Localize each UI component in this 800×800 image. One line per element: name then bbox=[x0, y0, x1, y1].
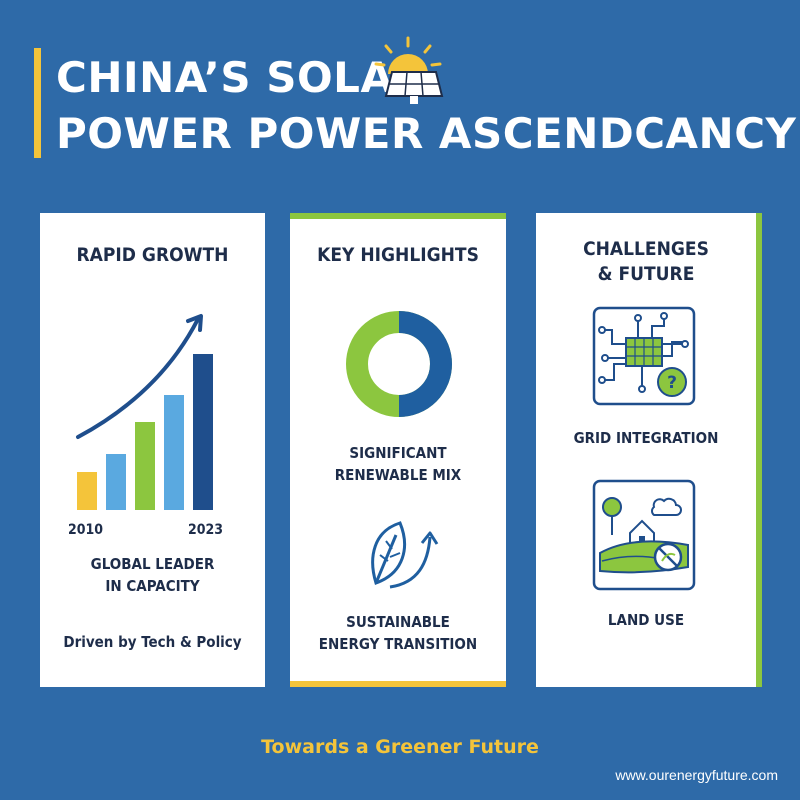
growth-caption: GLOBAL LEADER IN CAPACITY bbox=[40, 553, 265, 597]
title-line-2: POWER POWER ASCENDCANCY bbox=[56, 109, 797, 158]
renewable-mix-line-2: RENEWABLE MIX bbox=[334, 466, 462, 484]
rapid-growth-title: RAPID GROWTH bbox=[76, 244, 229, 266]
title-line-1: CHINA’S SOLAR bbox=[56, 53, 427, 102]
growth-end-label: 2023 bbox=[187, 522, 223, 538]
growth-bar-5 bbox=[193, 354, 213, 510]
renewable-mix-line-1: SIGNIFICANT bbox=[349, 444, 447, 462]
renewable-mix-caption: SIGNIFICANT RENEWABLE MIX bbox=[290, 442, 506, 486]
page-title: CHINA’S SOLAR POWER POWER ASCENDCANCY bbox=[56, 50, 796, 162]
growth-start-label: 2010 bbox=[68, 522, 104, 538]
challenges-title-line-1: CHALLENGES bbox=[583, 238, 709, 260]
land-use-icon bbox=[592, 479, 696, 591]
leaf-arrow-icon bbox=[371, 521, 439, 589]
challenges-title-line-2: & FUTURE bbox=[597, 263, 695, 285]
growth-footer: Driven by Tech & Policy bbox=[63, 633, 242, 651]
growth-caption-line-1: GLOBAL LEADER bbox=[90, 555, 215, 573]
growth-arrow-icon bbox=[76, 317, 200, 439]
key-highlights-card: KEY HIGHLIGHTS SIGNIFICANT RENEWABLE MIX… bbox=[290, 213, 506, 687]
sun-solar-panel-icon bbox=[374, 36, 444, 104]
footer-url-link[interactable]: www.ourenergyfuture.com bbox=[615, 767, 778, 783]
growth-bar-chart-icon bbox=[76, 314, 213, 510]
energy-transition-line-2: ENERGY TRANSITION bbox=[318, 635, 478, 653]
grid-circuit-icon: ? bbox=[592, 306, 696, 406]
key-highlights-title: KEY HIGHLIGHTS bbox=[317, 244, 479, 266]
energy-transition-line-1: SUSTAINABLE bbox=[346, 613, 450, 631]
growth-bar-4 bbox=[164, 395, 184, 510]
growth-caption-line-2: IN CAPACITY bbox=[105, 577, 200, 595]
growth-bar-1 bbox=[77, 472, 97, 510]
challenges-title: CHALLENGES & FUTURE bbox=[536, 237, 756, 287]
donut-chart-icon bbox=[346, 311, 452, 417]
title-accent-bar bbox=[34, 48, 41, 158]
growth-bar-2 bbox=[106, 454, 126, 510]
challenges-card: CHALLENGES & FUTURE ? GRID INTEGRATION bbox=[536, 213, 762, 687]
footer-tagline: Towards a Greener Future bbox=[261, 736, 539, 758]
donut-segment bbox=[398, 311, 452, 417]
rapid-growth-card: RAPID GROWTH 2010 2023 GLOBAL LEADER IN … bbox=[40, 213, 265, 687]
grid-integration-label: GRID INTEGRATION bbox=[573, 429, 719, 447]
growth-bar-3 bbox=[135, 422, 155, 510]
energy-transition-caption: SUSTAINABLE ENERGY TRANSITION bbox=[290, 611, 506, 655]
svg-text:?: ? bbox=[667, 373, 677, 393]
land-use-label: LAND USE bbox=[607, 611, 685, 629]
